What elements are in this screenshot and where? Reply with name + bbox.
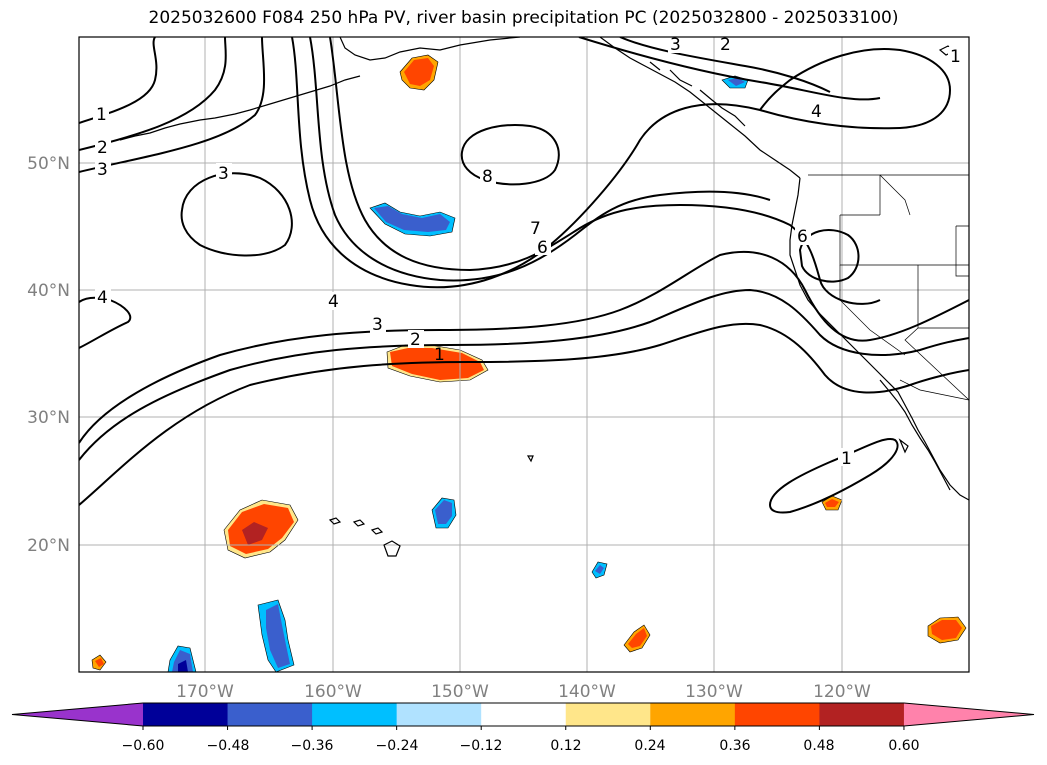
lon-label: 170°W <box>176 682 234 702</box>
lon-label: 150°W <box>431 682 489 702</box>
colorbar-swatch <box>819 703 905 726</box>
contour-label: 4 <box>328 292 339 312</box>
contour-label: 3 <box>372 315 383 335</box>
map-title: 2025032600 F084 250 hPa PV, river basin … <box>148 8 899 28</box>
colorbar-swatch <box>312 703 398 726</box>
contour-label: 7 <box>530 219 541 239</box>
colorbar-extend-low <box>12 703 143 726</box>
contour-label: 3 <box>670 35 681 55</box>
colorbar-tick-label: −0.48 <box>207 738 250 754</box>
contour-label: 4 <box>97 288 108 308</box>
colorbar-swatch <box>734 703 820 726</box>
colorbar-tick-label: 0.60 <box>888 738 919 754</box>
lat-label: 50°N <box>27 154 70 174</box>
contour-label: 6 <box>797 227 808 247</box>
lat-label: 20°N <box>27 536 70 556</box>
lon-label: 120°W <box>813 682 871 702</box>
contour-label: 1 <box>841 449 852 469</box>
lon-label: 130°W <box>685 682 743 702</box>
colorbar-swatch <box>650 703 736 726</box>
colorbar-tick-label: −0.12 <box>460 738 503 754</box>
contour-label: 1 <box>434 345 445 365</box>
colorbar-swatch <box>565 703 651 726</box>
contour-label: 8 <box>482 167 493 187</box>
lon-label: 140°W <box>558 682 616 702</box>
coastlines <box>119 37 969 557</box>
precip-anomaly-fills <box>91 54 967 672</box>
contour-label: 3 <box>218 164 229 184</box>
pv-contours <box>79 37 969 514</box>
lat-label: 40°N <box>27 281 70 301</box>
lon-label: 160°W <box>304 682 362 702</box>
contour-label: 1 <box>950 47 961 67</box>
colorbar-swatches <box>11 702 1035 730</box>
colorbar-swatch <box>481 703 567 726</box>
contour-label: 4 <box>811 102 822 122</box>
colorbar-swatch <box>227 703 313 726</box>
contour-labels: 1 2 3 3 4 8 7 6 6 4 3 2 1 4 3 2 1 1 <box>93 35 964 469</box>
colorbar: −0.60 −0.48 −0.36 −0.24 −0.12 0.12 0.24 … <box>11 702 1035 754</box>
map-area: 1 2 3 3 4 8 7 6 6 4 3 2 1 4 3 2 1 1 <box>79 35 969 672</box>
graticule <box>79 37 969 672</box>
contour-label: 1 <box>96 105 107 125</box>
longitude-labels: 170°W 160°W 150°W 140°W 130°W 120°W <box>176 682 871 702</box>
contour-label: 2 <box>97 138 108 158</box>
contour-label: 3 <box>97 160 108 180</box>
colorbar-ticks: −0.60 −0.48 −0.36 −0.24 −0.12 0.12 0.24 … <box>122 738 920 754</box>
contour-label: 2 <box>720 35 731 55</box>
colorbar-tick-label: 0.36 <box>719 738 750 754</box>
colorbar-tick-label: 0.12 <box>550 738 581 754</box>
colorbar-tick-label: −0.24 <box>376 738 419 754</box>
colorbar-tick-label: 0.24 <box>634 738 665 754</box>
colorbar-tick-label: 0.48 <box>803 738 834 754</box>
contour-label: 2 <box>410 330 421 350</box>
lat-label: 30°N <box>27 408 70 428</box>
colorbar-tick-label: −0.36 <box>291 738 334 754</box>
contour-label: 6 <box>537 238 548 258</box>
colorbar-swatch <box>143 703 229 726</box>
colorbar-tick-label: −0.60 <box>122 738 165 754</box>
colorbar-swatch <box>396 703 482 726</box>
colorbar-extend-high <box>903 703 1034 726</box>
map-frame <box>78 36 970 673</box>
latitude-labels: 50°N 40°N 30°N 20°N <box>27 154 70 556</box>
political-borders <box>808 174 969 401</box>
